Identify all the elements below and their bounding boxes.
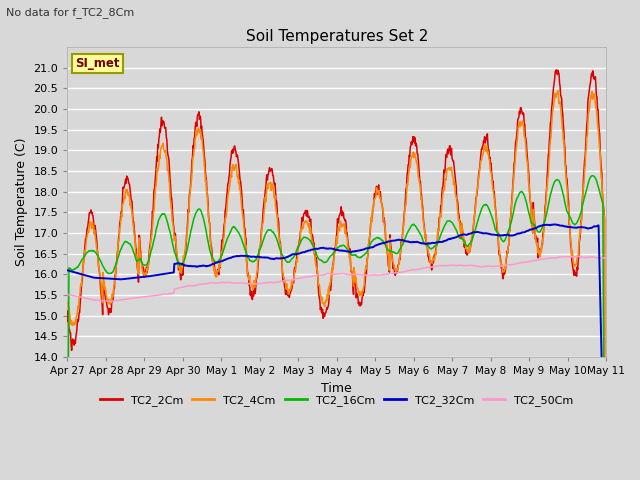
TC2_32Cm [589, 224, 597, 230]
TC2_16Cm [349, 252, 356, 258]
TC2_50Cm [349, 272, 357, 277]
TC2_32Cm [63, 267, 71, 273]
TC2_32Cm [108, 276, 116, 282]
Line: TC2_4Cm: TC2_4Cm [67, 91, 606, 480]
TC2_4Cm [591, 102, 599, 108]
TC2_4Cm [108, 293, 116, 299]
TC2_50Cm [108, 298, 116, 304]
TC2_50Cm [592, 254, 600, 260]
Legend: TC2_2Cm, TC2_4Cm, TC2_16Cm, TC2_32Cm, TC2_50Cm: TC2_2Cm, TC2_4Cm, TC2_16Cm, TC2_32Cm, TC… [95, 391, 578, 410]
TC2_50Cm [590, 254, 598, 260]
TC2_4Cm [250, 277, 258, 283]
Text: No data for f_TC2_8Cm: No data for f_TC2_8Cm [6, 7, 134, 18]
TC2_16Cm [589, 173, 596, 179]
TC2_4Cm [554, 88, 562, 94]
TC2_32Cm [250, 254, 258, 260]
TC2_16Cm [591, 175, 599, 181]
Line: TC2_50Cm: TC2_50Cm [67, 256, 606, 301]
TC2_16Cm [250, 259, 258, 264]
TC2_16Cm [108, 270, 116, 276]
Text: SI_met: SI_met [76, 57, 120, 70]
TC2_32Cm [307, 247, 315, 252]
TC2_50Cm [251, 281, 259, 287]
TC2_50Cm [106, 299, 114, 304]
TC2_2Cm [589, 70, 597, 75]
Line: TC2_2Cm: TC2_2Cm [67, 70, 606, 480]
TC2_50Cm [308, 274, 316, 279]
TC2_16Cm [589, 173, 597, 179]
TC2_4Cm [589, 91, 597, 97]
TC2_50Cm [63, 291, 71, 297]
Y-axis label: Soil Temperature (C): Soil Temperature (C) [15, 138, 28, 266]
TC2_2Cm [108, 300, 116, 305]
TC2_32Cm [349, 249, 356, 254]
TC2_32Cm [552, 222, 559, 228]
Line: TC2_16Cm: TC2_16Cm [67, 176, 606, 480]
TC2_2Cm [552, 67, 560, 73]
TC2_4Cm [349, 273, 356, 279]
TC2_16Cm [307, 240, 315, 246]
TC2_2Cm [349, 271, 356, 277]
Line: TC2_32Cm: TC2_32Cm [67, 225, 606, 480]
X-axis label: Time: Time [321, 382, 352, 395]
TC2_2Cm [250, 286, 258, 291]
TC2_2Cm [307, 228, 315, 234]
TC2_2Cm [63, 308, 71, 314]
TC2_50Cm [575, 253, 582, 259]
TC2_4Cm [63, 300, 71, 306]
Title: Soil Temperatures Set 2: Soil Temperatures Set 2 [246, 29, 428, 44]
TC2_2Cm [591, 74, 599, 80]
TC2_32Cm [591, 224, 599, 229]
TC2_4Cm [307, 233, 315, 239]
TC2_50Cm [602, 255, 610, 261]
